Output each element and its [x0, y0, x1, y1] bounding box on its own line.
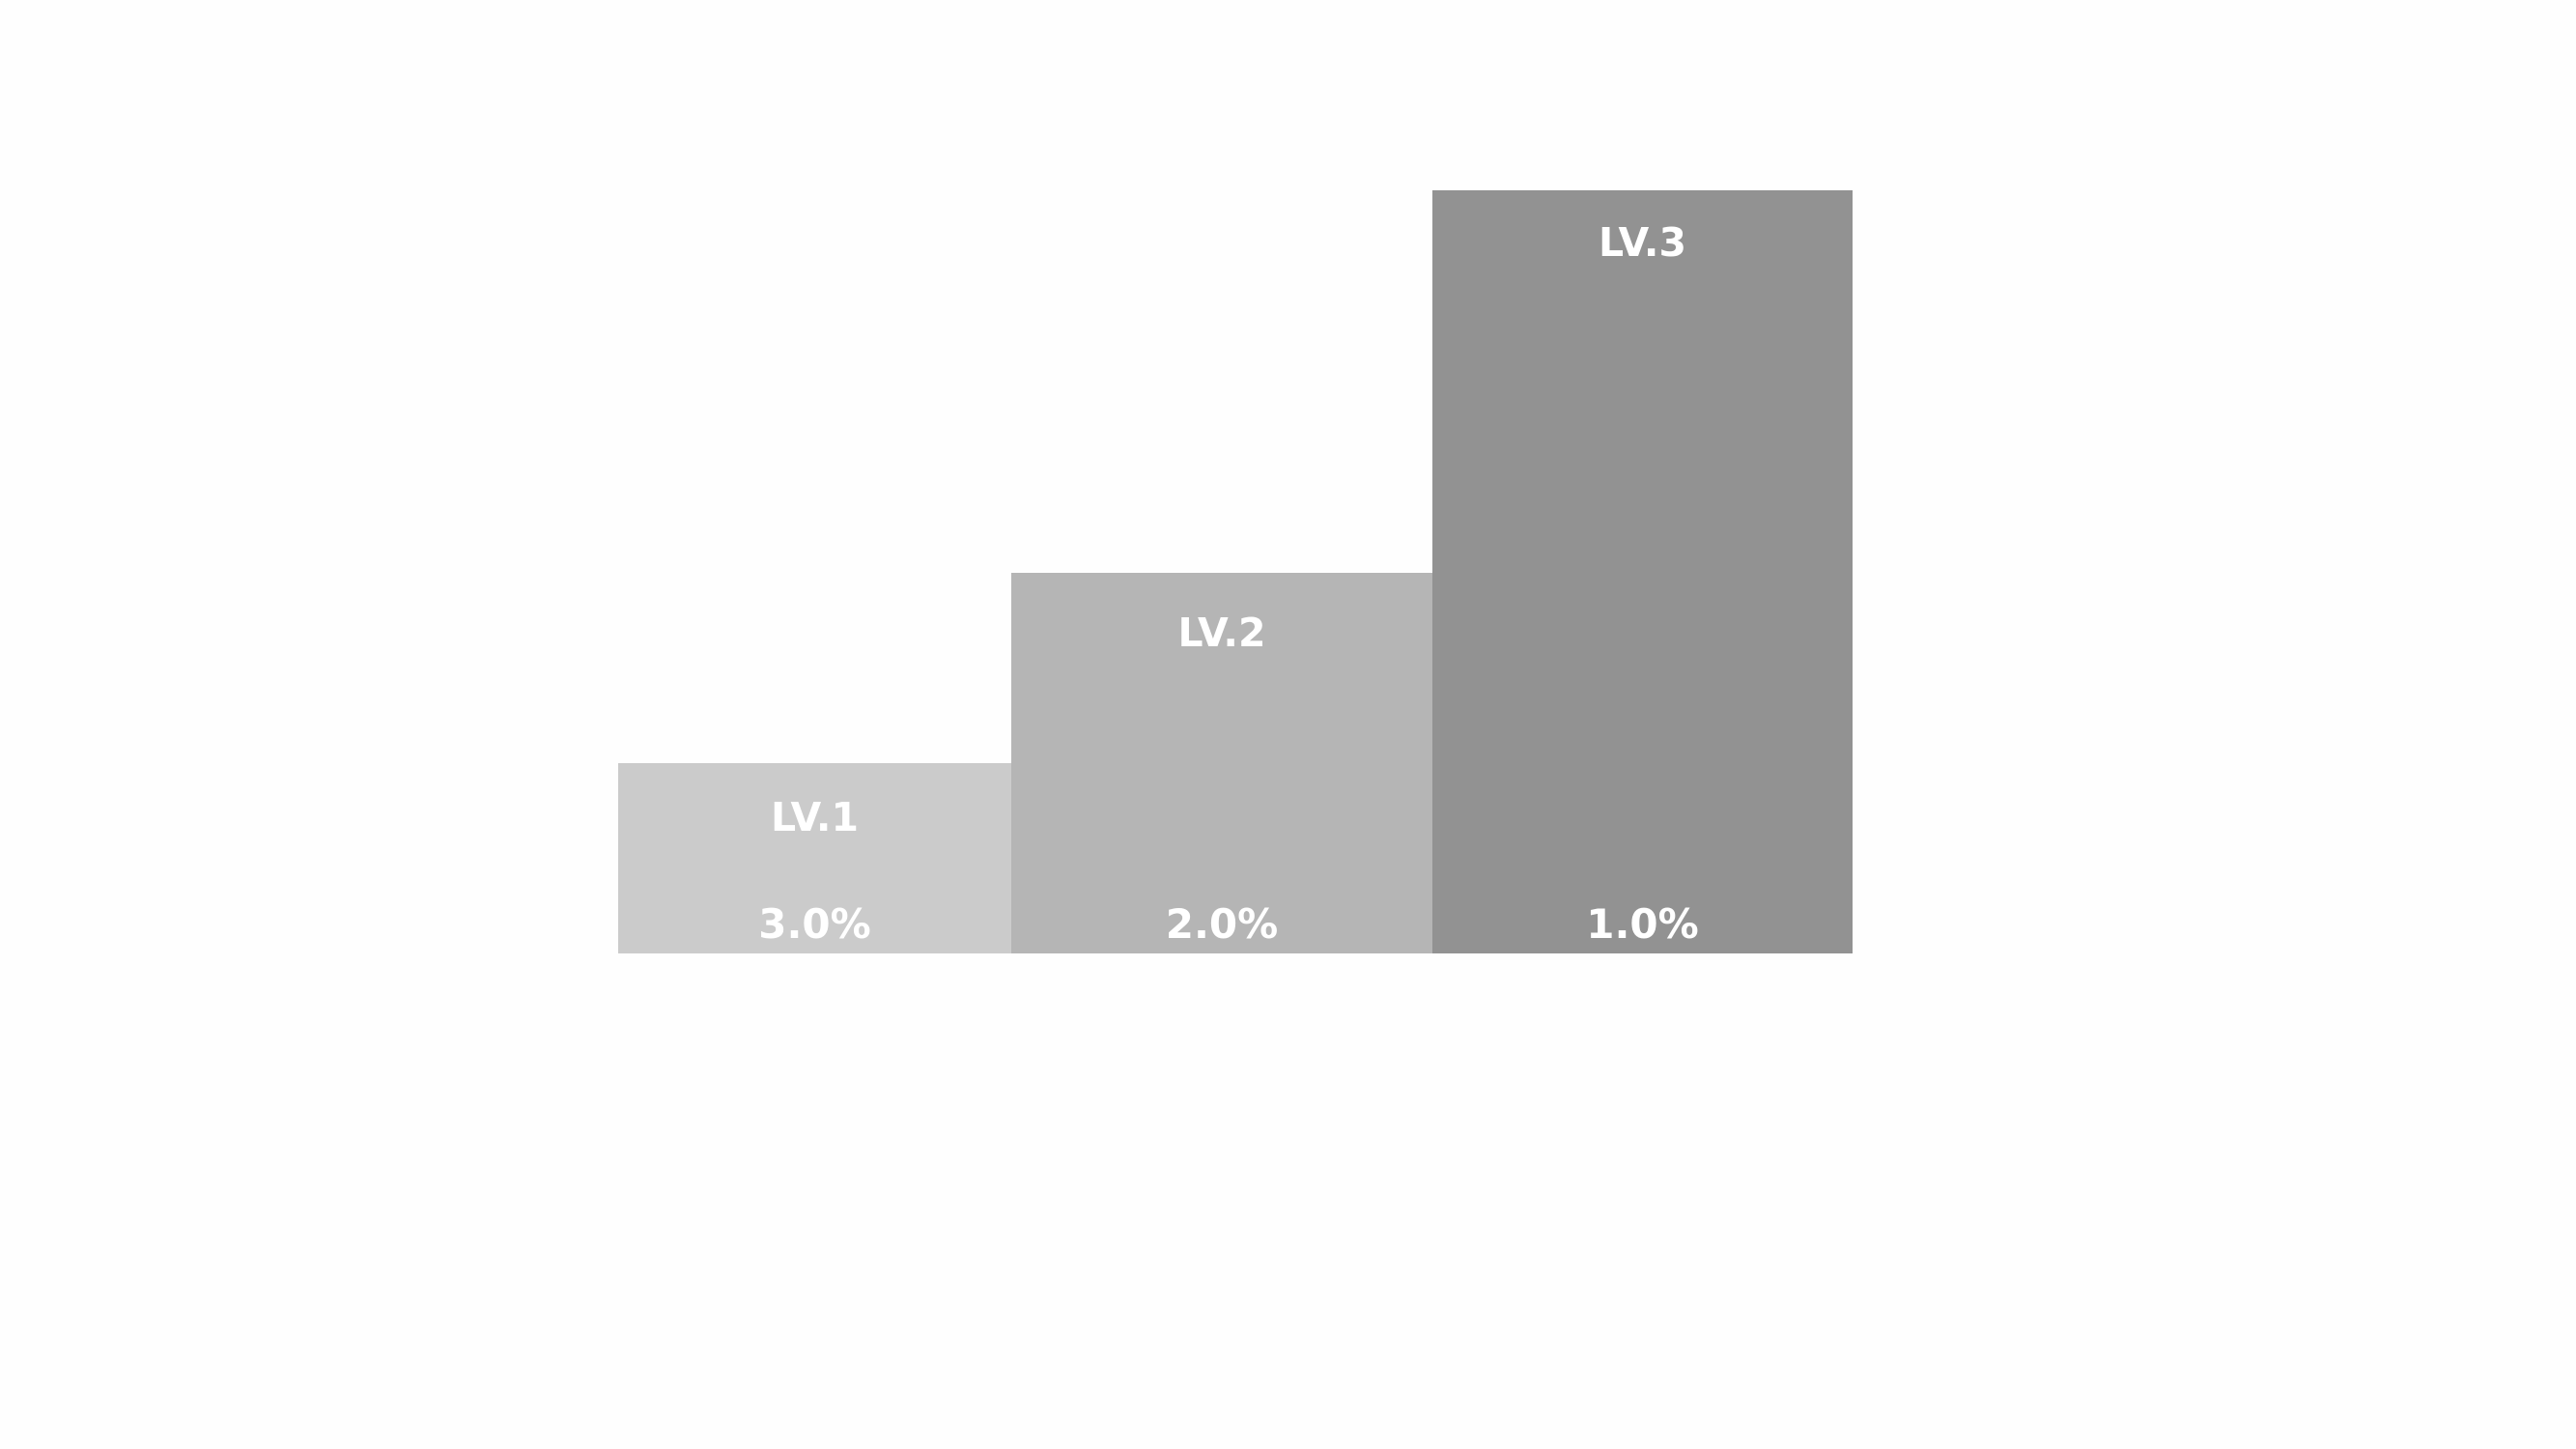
level-rate: 3.0%: [758, 900, 871, 948]
level-label: LV.1: [770, 794, 860, 840]
level-step-2: LV.2 2.0%: [1011, 573, 1432, 953]
level-rate: 2.0%: [1165, 900, 1279, 948]
level-step-3: LV.3 1.0%: [1432, 190, 1853, 953]
level-rate: 1.0%: [1586, 900, 1699, 948]
level-step-1: LV.1 3.0%: [618, 763, 1011, 953]
level-label: LV.3: [1598, 219, 1687, 266]
level-label: LV.2: [1177, 610, 1266, 656]
